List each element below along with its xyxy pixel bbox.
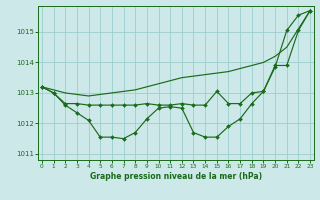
X-axis label: Graphe pression niveau de la mer (hPa): Graphe pression niveau de la mer (hPa): [90, 172, 262, 181]
